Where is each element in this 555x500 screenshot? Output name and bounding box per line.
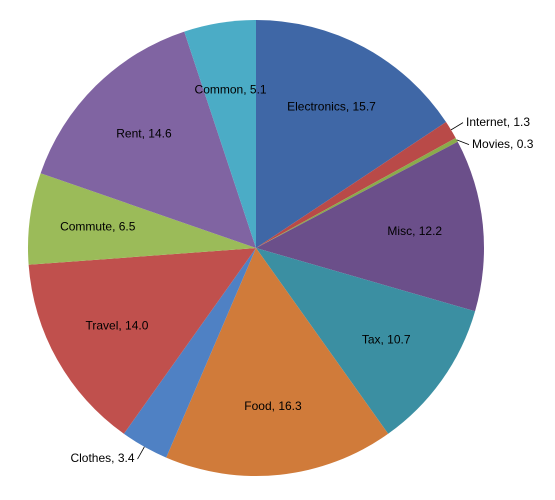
data-label: Tax, 10.7	[362, 332, 411, 346]
pie-slice	[256, 248, 476, 434]
leader-line	[456, 139, 470, 146]
data-label: Common, 5.1	[195, 83, 267, 97]
data-label: Misc, 12.2	[387, 224, 442, 238]
pie-slice	[256, 20, 447, 248]
pie-slice	[256, 122, 456, 248]
data-label: Travel, 14.0	[85, 319, 148, 333]
pie-slice	[28, 173, 257, 265]
data-label: Commute, 6.5	[60, 219, 136, 233]
data-label: Movies, 0.3	[472, 137, 534, 151]
pie-slice	[123, 248, 256, 458]
pie-slice	[28, 248, 257, 434]
data-label: Internet, 1.3	[466, 115, 530, 129]
pie-slice	[40, 31, 256, 248]
leader-line	[137, 446, 145, 460]
data-label: Clothes, 3.4	[70, 451, 134, 465]
pie-slice	[166, 248, 389, 477]
pie-slice	[256, 141, 484, 312]
data-label: Food, 16.3	[244, 399, 302, 413]
pie-slice	[256, 137, 458, 248]
pie-slice	[184, 20, 256, 248]
data-label: Rent, 14.6	[116, 127, 172, 141]
leader-line	[450, 122, 464, 131]
data-label: Electronics, 15.7	[287, 100, 376, 114]
